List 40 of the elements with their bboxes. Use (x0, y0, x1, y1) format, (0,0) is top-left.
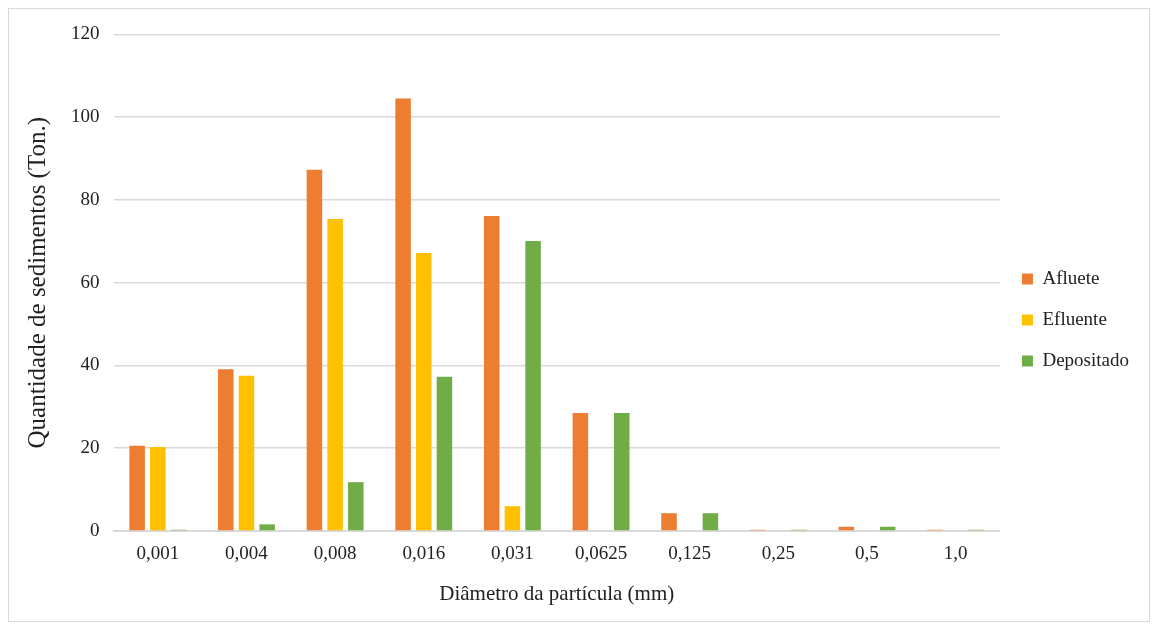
bar (259, 524, 275, 531)
bar (348, 482, 364, 531)
y-tick-label: 120 (71, 22, 100, 44)
bar (702, 513, 719, 531)
bar (504, 506, 521, 531)
bar (483, 216, 500, 531)
y-tick-label: 80 (80, 187, 100, 209)
x-tick-label: 1,0 (943, 542, 968, 564)
bar (306, 169, 323, 531)
x-tick-label: 0,5 (855, 542, 879, 564)
legend-label: Afluete (1042, 266, 1100, 288)
bar (613, 413, 630, 531)
bar (150, 446, 166, 531)
bar (572, 413, 589, 531)
y-tick-label: 0 (90, 518, 100, 540)
bar (238, 375, 255, 531)
x-tick-label: 0,125 (668, 542, 712, 564)
x-tick-label: 0,004 (225, 542, 269, 564)
x-tick-label: 0,031 (491, 542, 534, 564)
bar (327, 218, 343, 531)
bar (395, 98, 411, 531)
x-tick-label: 0,001 (136, 542, 180, 564)
y-tick-label: 40 (80, 353, 100, 375)
y-tick-label: 100 (71, 105, 100, 127)
x-tick-label: 0,25 (761, 542, 795, 564)
bar (661, 513, 677, 531)
bar (218, 369, 234, 531)
y-tick-label: 60 (80, 270, 100, 292)
x-tick-label: 0,016 (402, 542, 446, 564)
bar (525, 240, 541, 531)
y-tick-label: 20 (80, 436, 100, 458)
bar (436, 376, 453, 531)
x-tick-label: 0,0625 (574, 542, 628, 564)
bar (129, 445, 145, 531)
legend-label: Depositado (1042, 348, 1130, 370)
y-axis-title: Quantidade de sedimentos (Ton.) (22, 116, 51, 449)
legend-label: Efluente (1042, 307, 1107, 329)
x-tick-label: 0,008 (313, 542, 357, 564)
bar (416, 252, 432, 531)
x-axis-title: Diâmetro da partícula (mm) (439, 580, 675, 605)
